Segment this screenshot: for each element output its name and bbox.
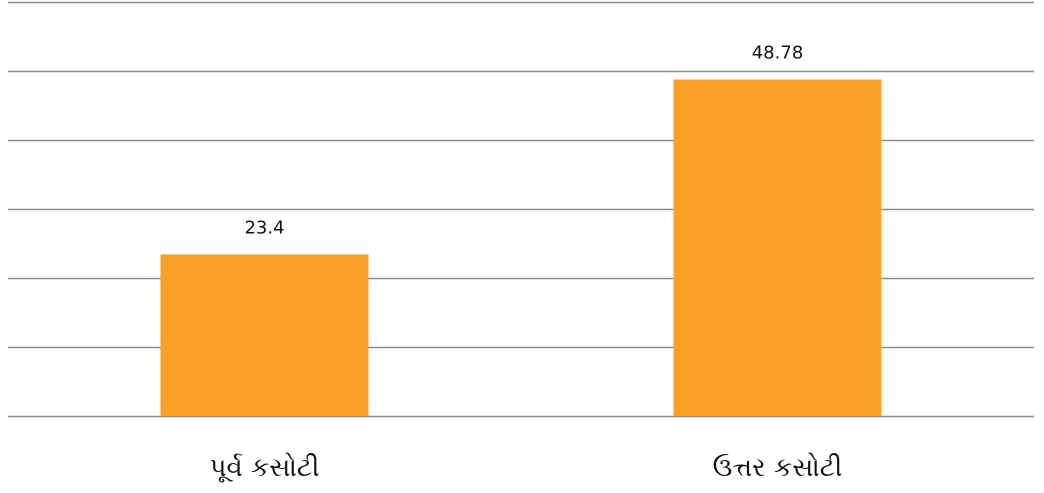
bar-value-label: 48.78 [752,42,804,63]
bar [673,79,882,416]
bars [160,79,882,416]
data-labels: 23.4 48.78 [244,42,803,238]
bar [160,254,369,416]
x-axis: પૂર્વ કસોટી ઉત્તર કસોટી [210,453,843,483]
x-tick-label: ઉત્તર કસોટી [713,453,843,483]
x-tick-label: પૂર્વ કસોટી [210,453,320,483]
bar-value-label: 23.4 [244,218,284,239]
